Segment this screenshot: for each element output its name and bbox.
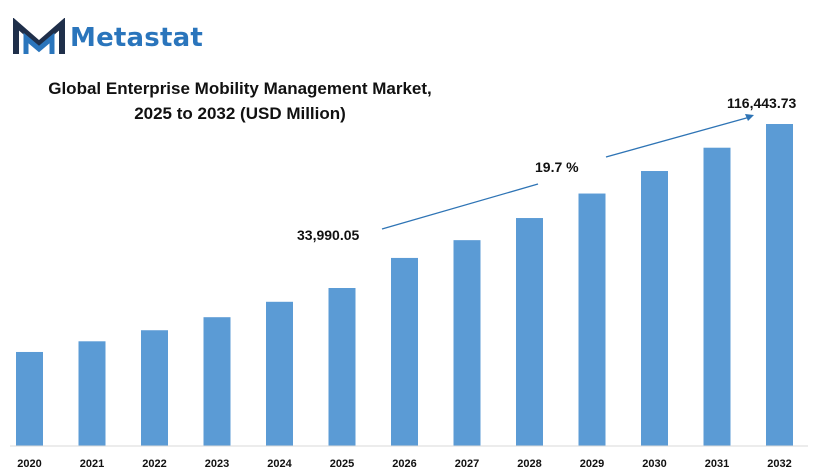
x-tick-label-2030: 2030: [642, 458, 666, 470]
bar-2032: [766, 124, 793, 446]
annotation-cagr: 19.7 %: [535, 159, 579, 175]
x-tick-label-2028: 2028: [517, 458, 541, 470]
bar-2031: [703, 147, 731, 447]
chart-title: Global Enterprise Mobility Management Ma…: [10, 76, 470, 126]
x-tick-label-2023: 2023: [205, 458, 229, 470]
bar-2024: [266, 301, 293, 446]
x-tick-label-2027: 2027: [455, 458, 479, 470]
brand-name: Metastat: [70, 23, 203, 53]
x-tick-label-2032: 2032: [767, 458, 791, 470]
x-tick-label-2031: 2031: [705, 458, 729, 470]
bar-2021: [78, 341, 106, 446]
x-tick-label-2026: 2026: [392, 458, 416, 470]
bar-2022: [141, 330, 168, 446]
bar-2030: [641, 171, 668, 447]
x-tick-label-2020: 2020: [17, 458, 41, 470]
trend-arrow-line-2: [605, 116, 751, 158]
chart-title-line-2: 2025 to 2032 (USD Million): [134, 104, 346, 123]
x-tick-labels: 2020 2021 2022 2023 2024 2025 2026 2027 2028 2029…: [17, 458, 791, 470]
bar-2029: [578, 193, 606, 446]
x-tick-label-2025: 2025: [330, 458, 354, 470]
bar-2026: [391, 257, 418, 446]
trend-arrow-head: [745, 114, 754, 121]
x-tick-label-2029: 2029: [580, 458, 604, 470]
annotation-end-value: 116,443.73: [727, 95, 797, 111]
chart-title-line-1: Global Enterprise Mobility Management Ma…: [48, 79, 432, 98]
bar-2028: [516, 218, 543, 446]
x-tick-label-2021: 2021: [80, 458, 104, 470]
bars-group: [16, 124, 793, 447]
trend-arrow-line: [381, 183, 539, 230]
annotation-start-value: 33,990.05: [297, 227, 359, 243]
bar-2020: [16, 351, 43, 446]
x-tick-label-2024: 2024: [267, 458, 292, 470]
bar-2025: [328, 288, 356, 446]
x-tick-label-2022: 2022: [142, 458, 166, 470]
bar-2027: [453, 240, 481, 446]
metastat-logo-mark-icon: [13, 18, 65, 54]
brand-logo: Metastat: [12, 18, 203, 58]
bar-2023: [203, 317, 231, 446]
